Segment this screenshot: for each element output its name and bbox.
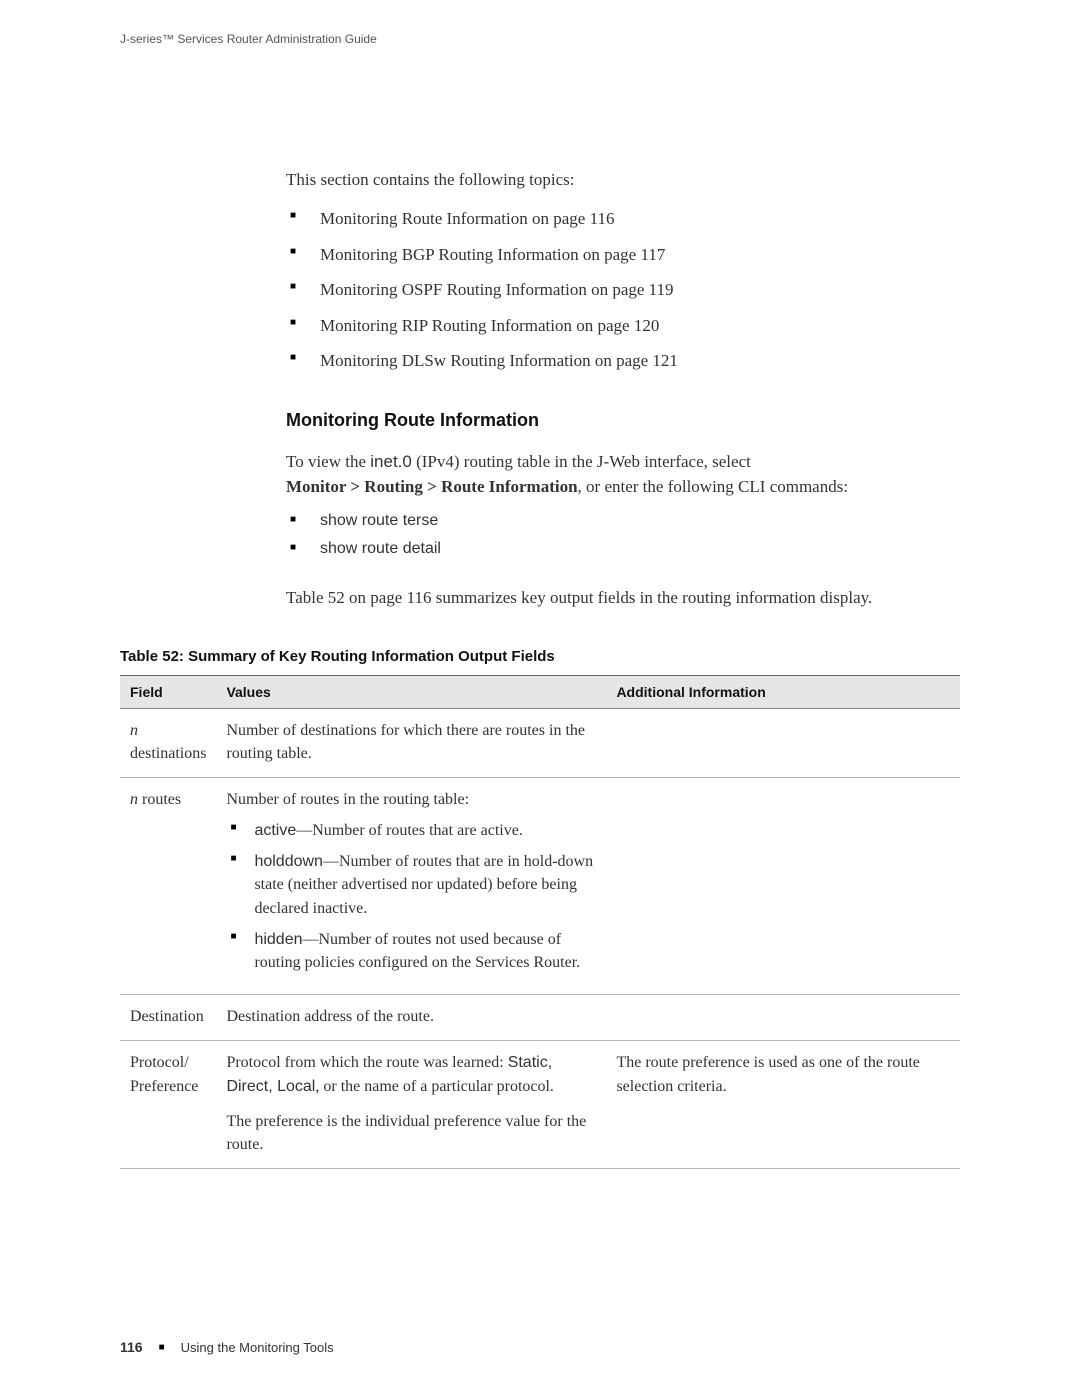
- topic-item: Monitoring RIP Routing Information on pa…: [286, 313, 960, 339]
- values-second-para: The preference is the individual prefere…: [226, 1113, 586, 1153]
- col-header-values: Values: [216, 675, 606, 708]
- cell-field: Destination: [120, 995, 216, 1041]
- col-header-field: Field: [120, 675, 216, 708]
- cell-additional: The route preference is used as one of t…: [606, 1041, 960, 1169]
- col-header-additional: Additional Information: [606, 675, 960, 708]
- values-pre: Protocol from which the route was learne…: [226, 1054, 507, 1071]
- footer-section-name: Using the Monitoring Tools: [181, 1340, 334, 1355]
- field-italic: n: [130, 722, 138, 739]
- page-footer: 116 ■ Using the Monitoring Tools: [120, 1339, 334, 1355]
- topic-item: Monitoring DLSw Routing Information on p…: [286, 348, 960, 374]
- para-text: (IPv4) routing table in the J-Web interf…: [412, 452, 751, 471]
- para-text: , or enter the following CLI commands:: [578, 477, 849, 496]
- bullet-term: active: [254, 822, 296, 839]
- values-bullet: active—Number of routes that are active.: [226, 819, 596, 842]
- cell-additional: [606, 708, 960, 777]
- table-row: n destinations Number of destinations fo…: [120, 708, 960, 777]
- values-intro: Number of routes in the routing table:: [226, 791, 469, 808]
- section-para: To view the inet.0 (IPv4) routing table …: [286, 449, 960, 500]
- running-header: J-series™ Services Router Administration…: [120, 32, 960, 46]
- bullet-desc: —Number of routes not used because of ro…: [254, 931, 580, 971]
- cell-field: n routes: [120, 777, 216, 994]
- code-inline: inet.0: [370, 452, 412, 471]
- table-reference: Table 52 on page 116 summarizes key outp…: [286, 588, 960, 608]
- cli-command: show route terse: [286, 512, 960, 530]
- values-post: , or the name of a particular protocol.: [315, 1078, 554, 1095]
- cell-values: Destination address of the route.: [216, 995, 606, 1041]
- bullet-desc: —Number of routes that are active.: [296, 822, 523, 839]
- cell-additional: [606, 777, 960, 994]
- table-caption: Table 52: Summary of Key Routing Informa…: [120, 648, 960, 665]
- table-row: Destination Destination address of the r…: [120, 995, 960, 1041]
- para-text: To view the: [286, 452, 370, 471]
- output-fields-table: Field Values Additional Information n de…: [120, 675, 960, 1170]
- topic-list: Monitoring Route Information on page 116…: [286, 206, 960, 374]
- intro-text: This section contains the following topi…: [286, 170, 960, 190]
- cell-values: Number of routes in the routing table: a…: [216, 777, 606, 994]
- bullet-term: hidden: [254, 931, 302, 948]
- cell-additional: [606, 995, 960, 1041]
- cli-list: show route terse show route detail: [286, 512, 960, 558]
- table-header-row: Field Values Additional Information: [120, 675, 960, 708]
- field-rest: destinations: [130, 745, 206, 762]
- section-heading: Monitoring Route Information: [286, 410, 960, 431]
- values-bullet-list: active—Number of routes that are active.…: [226, 819, 596, 974]
- cell-values: Number of destinations for which there a…: [216, 708, 606, 777]
- cell-values: Protocol from which the route was learne…: [216, 1041, 606, 1169]
- topic-item: Monitoring BGP Routing Information on pa…: [286, 242, 960, 268]
- topic-item: Monitoring Route Information on page 116: [286, 206, 960, 232]
- field-italic: n: [130, 791, 138, 808]
- breadcrumb-path: Monitor > Routing > Route Information: [286, 477, 578, 496]
- table-row: Protocol/ Preference Protocol from which…: [120, 1041, 960, 1169]
- table-row: n routes Number of routes in the routing…: [120, 777, 960, 994]
- cell-field: Protocol/ Preference: [120, 1041, 216, 1169]
- topic-item: Monitoring OSPF Routing Information on p…: [286, 277, 960, 303]
- footer-bullet-icon: ■: [159, 1342, 165, 1353]
- values-bullet: hidden—Number of routes not used because…: [226, 928, 596, 974]
- field-rest: routes: [138, 791, 181, 808]
- cell-field: n destinations: [120, 708, 216, 777]
- page-number: 116: [120, 1339, 143, 1355]
- cli-command: show route detail: [286, 540, 960, 558]
- values-bullet: holddown—Number of routes that are in ho…: [226, 850, 596, 920]
- bullet-term: holddown: [254, 853, 323, 870]
